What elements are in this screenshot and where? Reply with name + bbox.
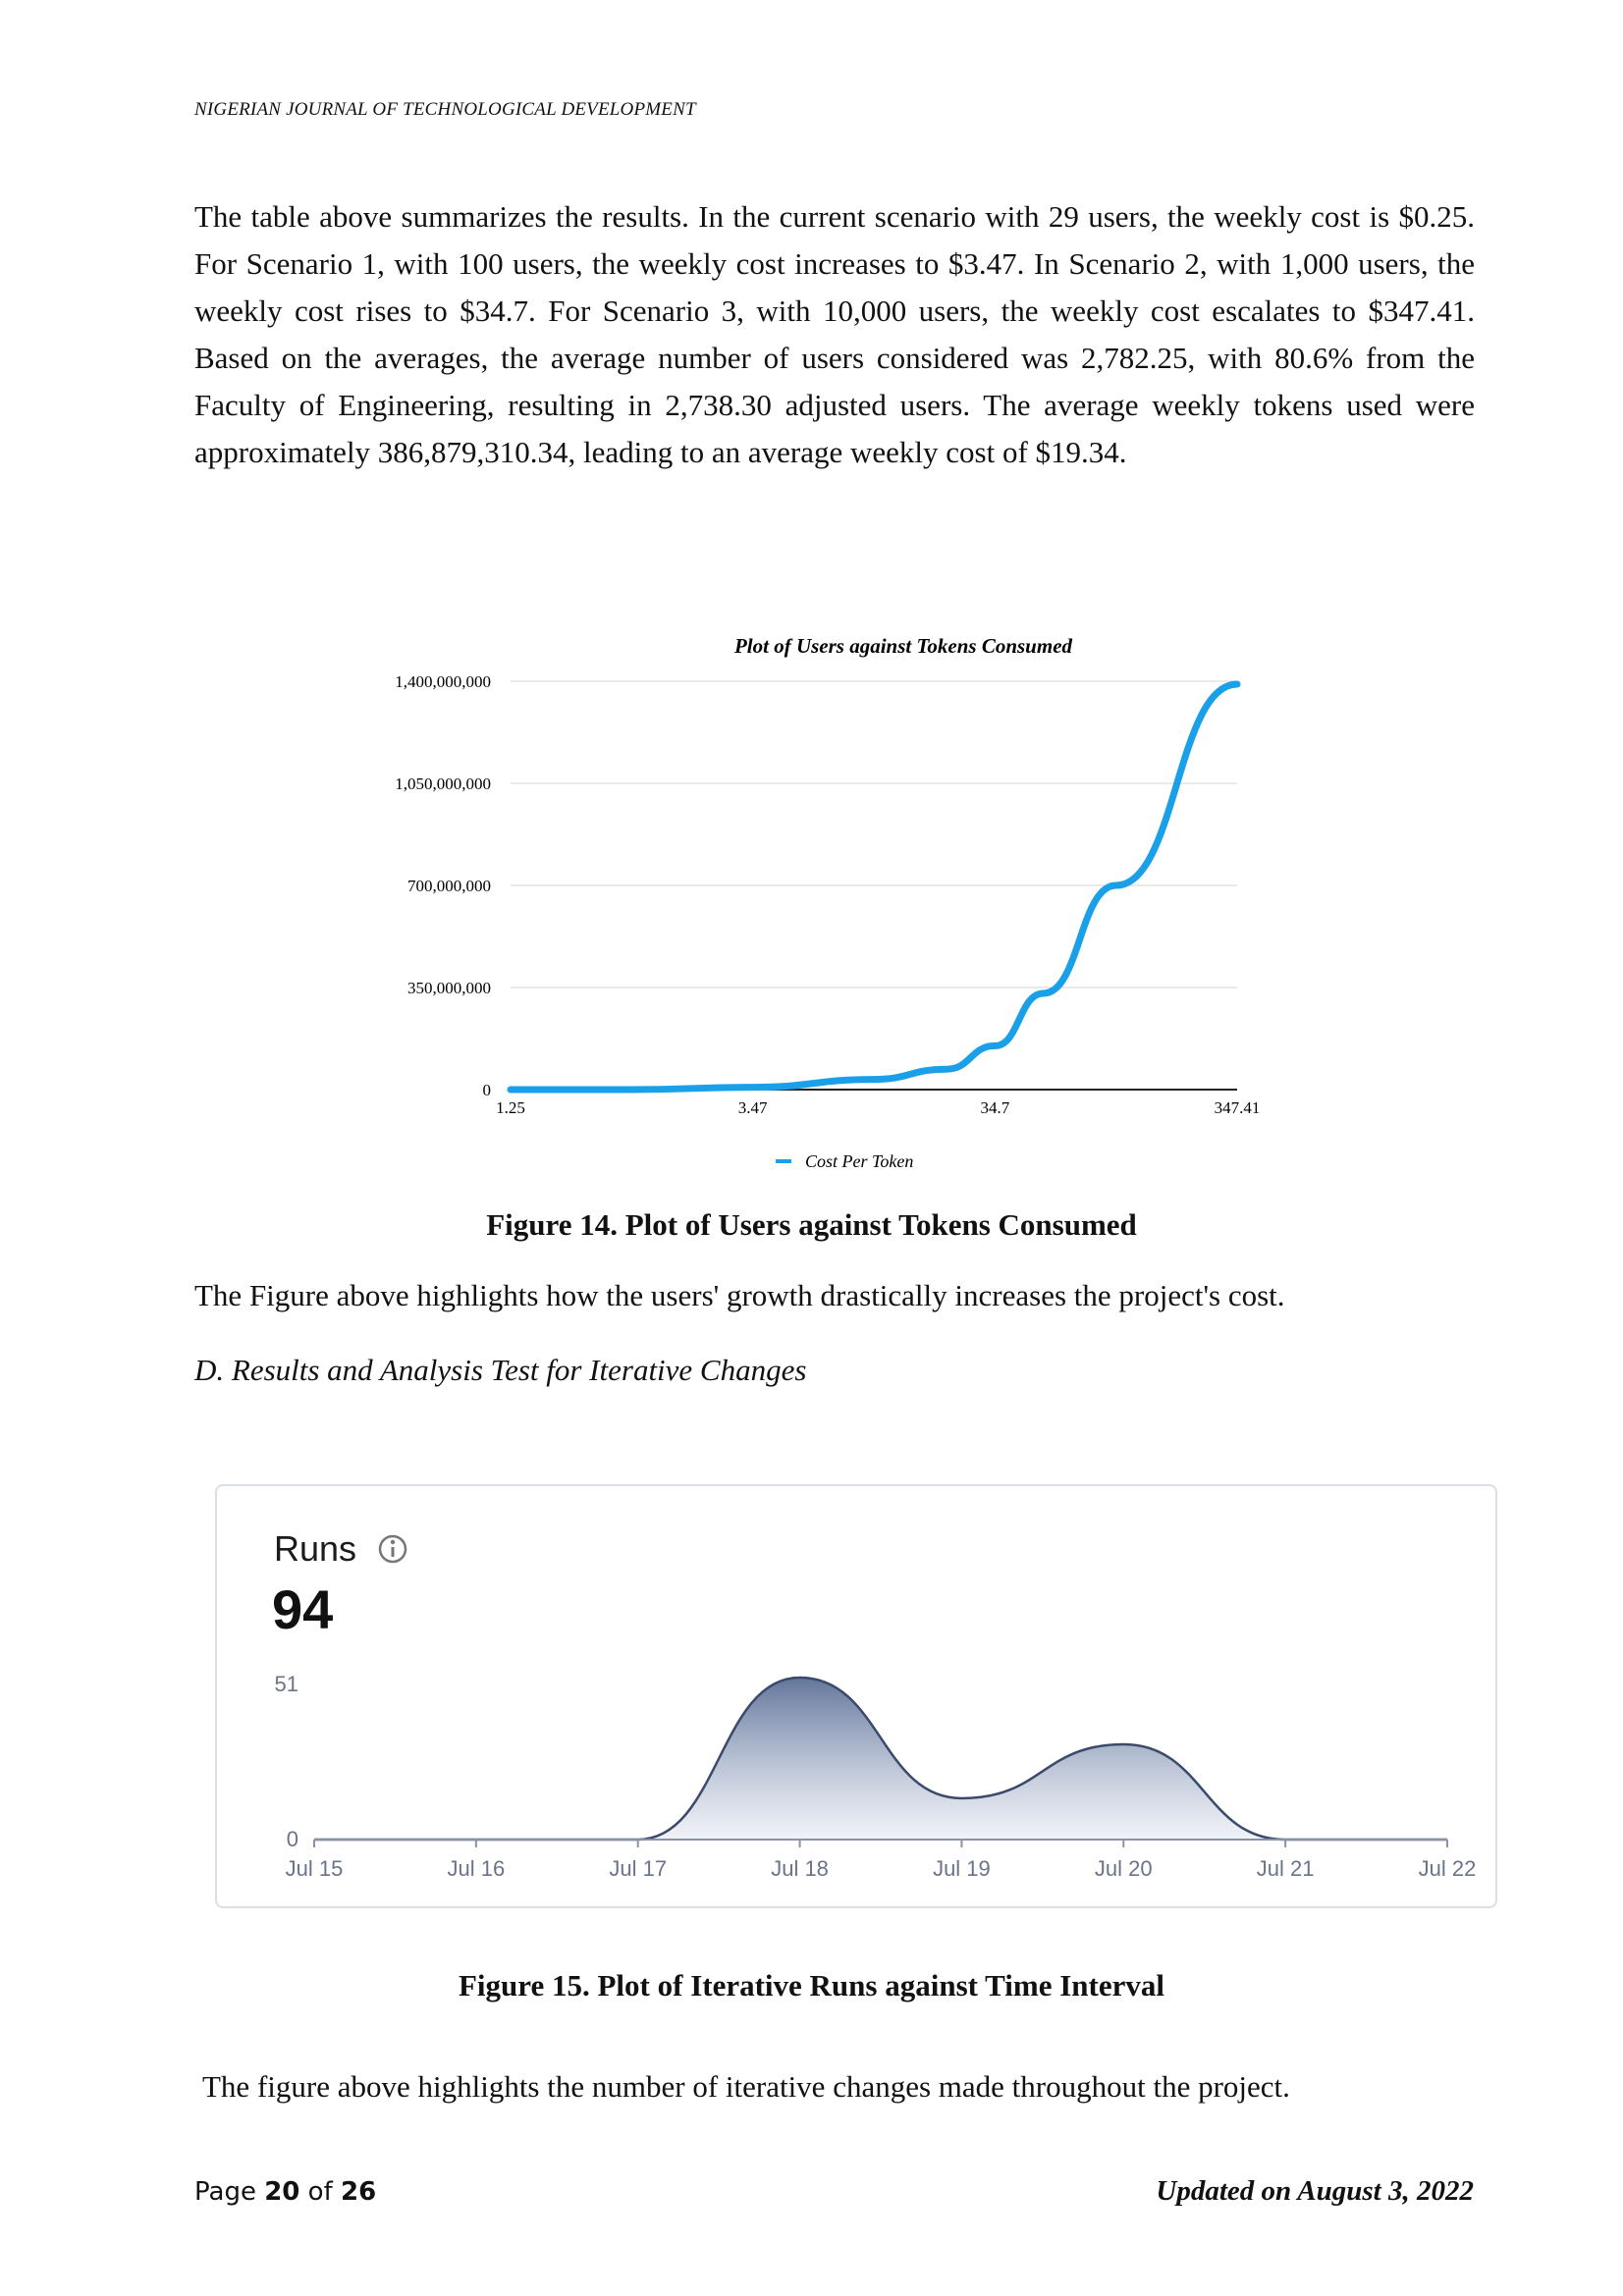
info-icon-dot — [390, 1539, 396, 1545]
updated-date: Updated on August 3, 2022 — [1156, 2175, 1474, 2207]
legend-label: Cost Per Token — [805, 1151, 913, 1171]
runs-area — [314, 1678, 1447, 1840]
info-icon — [378, 1534, 407, 1564]
x-tick-label: Jul 20 — [1095, 1856, 1153, 1881]
y-tick-label: 700,000,000 — [407, 877, 491, 895]
x-tick-label: Jul 15 — [286, 1856, 344, 1881]
x-tick-label: 34.7 — [980, 1098, 1009, 1117]
paragraph-figure-15-note: The figure above highlights the number o… — [202, 2069, 1290, 2104]
x-tick-label: 3.47 — [738, 1098, 768, 1117]
runs-chart: Runs 94 51 0 Jul 15 Jul 16 Jul 17 Jul 18 Jul 19 J… — [272, 1528, 1477, 1881]
tokens-chart: Plot of Users against Tokens Consumed 0 35… — [395, 634, 1261, 1171]
page-total: 26 — [341, 2177, 377, 2207]
page-of: of — [299, 2177, 341, 2207]
section-subheading: D. Results and Analysis Test for Iterati… — [194, 1353, 807, 1387]
y-tick-label: 350,000,000 — [407, 979, 491, 997]
info-icon-ring — [378, 1534, 407, 1564]
page-prefix: Page — [194, 2177, 265, 2207]
runs-card: Runs 94 51 0 Jul 15 Jul 16 Jul 17 Jul 18 Jul 19 J… — [215, 1484, 1497, 1908]
y-tick-label: 1,050,000,000 — [395, 774, 491, 793]
x-tick-label: Jul 21 — [1257, 1856, 1315, 1881]
runs-total: 94 — [272, 1578, 333, 1640]
running-head: NIGERIAN JOURNAL OF TECHNOLOGICAL DEVELO… — [194, 99, 696, 120]
x-tick-label: 347.41 — [1215, 1098, 1261, 1117]
y-tick-label: 51 — [275, 1672, 298, 1696]
x-tick-label: Jul 17 — [609, 1856, 667, 1881]
x-tick-label: Jul 16 — [447, 1856, 505, 1881]
x-tick-label: Jul 22 — [1419, 1856, 1477, 1881]
series-line-cost-per-token — [507, 680, 1241, 1094]
y-tick-label: 0 — [483, 1081, 492, 1099]
paragraph-figure-14-note: The Figure above highlights how the user… — [194, 1278, 1285, 1312]
paragraph-summary: The table above summarizes the results. … — [194, 199, 1475, 469]
page-current: 20 — [264, 2177, 300, 2207]
x-tick-label: Jul 18 — [771, 1856, 829, 1881]
x-tick-label: Jul 19 — [933, 1856, 991, 1881]
figure-15-caption: Figure 15. Plot of Iterative Runs agains… — [459, 1968, 1164, 2002]
x-tick-label: 1.25 — [496, 1098, 525, 1117]
figure-14-caption: Figure 14. Plot of Users against Tokens … — [486, 1207, 1137, 1242]
chart-title: Plot of Users against Tokens Consumed — [733, 634, 1073, 658]
y-tick-label: 1,400,000,000 — [395, 672, 491, 691]
page-number: Page 20 of 26 — [194, 2177, 376, 2207]
y-tick-label: 0 — [287, 1827, 298, 1851]
runs-title: Runs — [274, 1528, 356, 1569]
